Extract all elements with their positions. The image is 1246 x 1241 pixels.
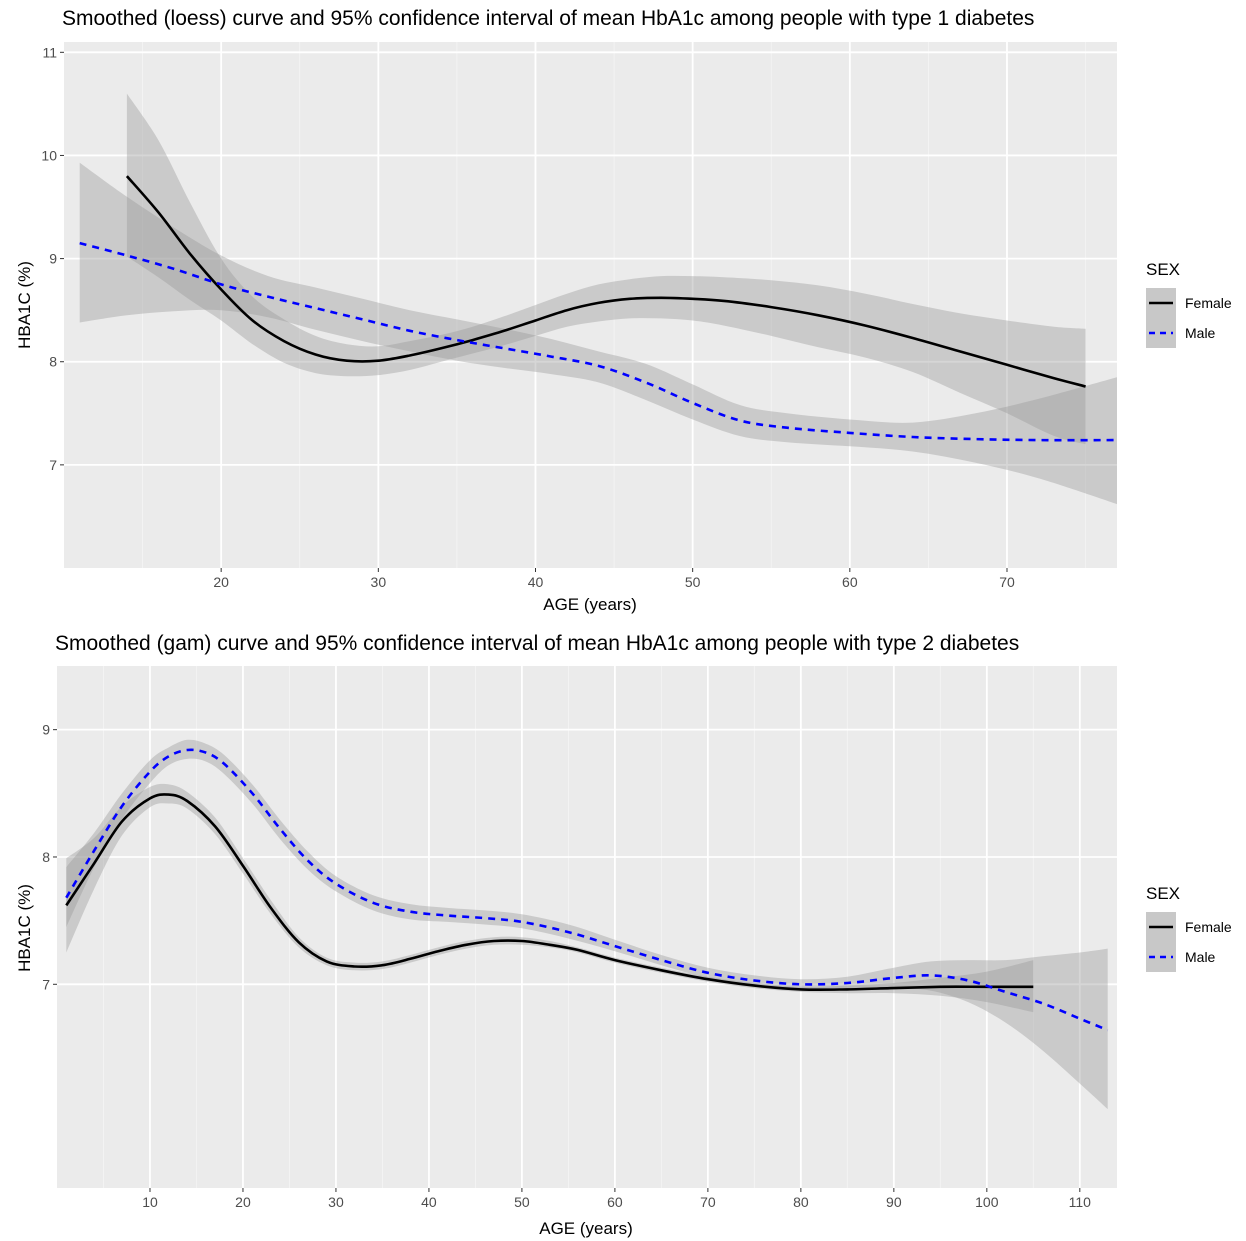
panel2-x-tick-label: 10 — [142, 1194, 158, 1210]
panel2-x-tick-label: 30 — [328, 1194, 344, 1210]
panel2-x-axis-title: AGE (years) — [539, 1219, 633, 1238]
panel1-x-tick-label: 20 — [213, 574, 229, 590]
panel2-line-male — [65, 748, 1109, 1032]
panel2-line-female — [65, 793, 1034, 992]
panel-type1: Smoothed (loess) curve and 95% confidenc… — [15, 7, 1232, 614]
panel2-legend-label-male: Male — [1185, 949, 1216, 965]
panel2-title: Smoothed (gam) curve and 95% confidence … — [55, 632, 1019, 655]
panel1-ci-band-female — [126, 93, 1086, 445]
panel1-legend-label-female: Female — [1185, 295, 1232, 311]
panel1-series-lines — [79, 175, 1118, 442]
panel1-grid — [64, 42, 1117, 568]
panel1-x-tick-label: 60 — [842, 574, 858, 590]
panel2-grid — [57, 666, 1117, 1188]
panel1-x-tick-label: 40 — [528, 574, 544, 590]
panel1-legend-label-male: Male — [1185, 325, 1216, 341]
panel1-tick-labels: 20 30 40 50 60 70 7 8 9 10 11 — [41, 44, 1015, 590]
panel1-y-tick-label: 9 — [49, 251, 57, 267]
panel2-x-tick-label: 100 — [975, 1194, 999, 1210]
panel1-legend-title: SEX — [1146, 260, 1180, 279]
panel2-legend-title: SEX — [1146, 884, 1180, 903]
panel1-title: Smoothed (loess) curve and 95% confidenc… — [62, 7, 1034, 30]
panel2-series-lines — [65, 748, 1109, 1032]
panel2-x-tick-label: 40 — [421, 1194, 437, 1210]
panel2-y-tick-label: 8 — [42, 849, 50, 865]
panel1-y-tick-label: 8 — [49, 354, 57, 370]
panel1-y-tick-label: 7 — [49, 457, 57, 473]
panel2-x-tick-label: 80 — [793, 1194, 809, 1210]
panel-type2: Smoothed (gam) curve and 95% confidence … — [15, 632, 1232, 1238]
panel2-ci-band-female — [66, 783, 1034, 1013]
panel2-x-tick-label: 60 — [607, 1194, 623, 1210]
panel2-tick-labels: 10 20 30 40 50 60 70 80 90 100 110 7 8 9 — [42, 722, 1091, 1210]
panel2-y-tick-label: 9 — [42, 722, 50, 738]
panel1-y-tick-label: 11 — [42, 44, 57, 60]
panel1-line-male — [79, 241, 1118, 442]
panel1-legend: SEX Female Male — [1146, 260, 1232, 348]
panel1-x-tick-label: 30 — [371, 574, 387, 590]
panel1-x-axis-title: AGE (years) — [543, 595, 637, 614]
panel1-y-tick-label: 10 — [41, 147, 57, 163]
panel1-x-tick-label: 70 — [999, 574, 1015, 590]
panel1-confidence-bands — [79, 93, 1118, 505]
panel1-x-tick-label: 50 — [685, 574, 701, 590]
panel2-plot-background — [57, 666, 1117, 1188]
panel2-confidence-bands — [66, 739, 1108, 1110]
panel2-x-tick-label: 50 — [514, 1194, 530, 1210]
panel2-x-tick-label: 20 — [235, 1194, 251, 1210]
panel2-legend-label-female: Female — [1185, 919, 1232, 935]
panel2-x-tick-label: 110 — [1069, 1194, 1092, 1210]
panel2-y-tick-label: 7 — [42, 976, 50, 992]
panel2-legend: SEX Female Male — [1146, 884, 1232, 972]
panel2-x-tick-label: 90 — [886, 1194, 902, 1210]
panel2-y-axis-title: HBA1C (%) — [15, 884, 34, 972]
panel2-x-tick-label: 70 — [700, 1194, 716, 1210]
panel1-ci-band-male — [79, 162, 1118, 505]
panel1-y-axis-title: HBA1C (%) — [15, 261, 34, 349]
panel1-line-female — [125, 175, 1086, 388]
